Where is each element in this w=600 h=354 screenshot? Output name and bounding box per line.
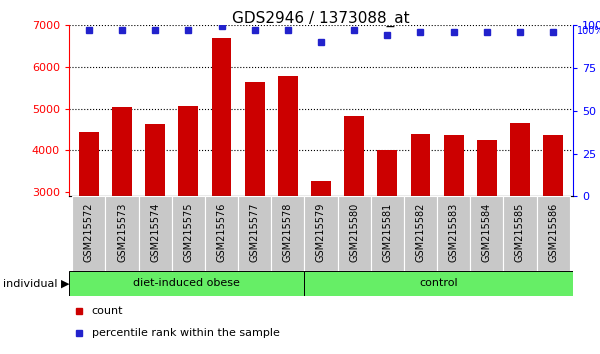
Bar xyxy=(79,132,99,318)
Text: GSM215585: GSM215585 xyxy=(515,202,525,262)
Bar xyxy=(536,196,569,271)
Bar xyxy=(205,196,238,271)
Text: 100%: 100% xyxy=(577,26,600,36)
Text: GDS2946 / 1373088_at: GDS2946 / 1373088_at xyxy=(232,11,410,27)
Bar xyxy=(73,196,106,271)
Bar xyxy=(503,196,536,271)
Bar xyxy=(338,196,371,271)
Text: GSM215583: GSM215583 xyxy=(449,202,458,262)
Text: GSM215573: GSM215573 xyxy=(117,202,127,262)
Bar xyxy=(404,196,437,271)
Bar xyxy=(106,196,139,271)
Text: GSM215572: GSM215572 xyxy=(84,202,94,262)
Text: GSM215581: GSM215581 xyxy=(382,202,392,262)
Text: GSM215575: GSM215575 xyxy=(184,202,193,262)
Bar xyxy=(311,181,331,318)
Bar xyxy=(543,135,563,318)
Bar xyxy=(477,139,497,318)
Bar xyxy=(271,196,304,271)
Text: GSM215574: GSM215574 xyxy=(150,202,160,262)
Bar xyxy=(304,196,338,271)
Bar xyxy=(443,135,464,318)
Bar xyxy=(437,196,470,271)
Text: diet-induced obese: diet-induced obese xyxy=(133,278,240,288)
Bar xyxy=(238,196,271,271)
Text: GSM215580: GSM215580 xyxy=(349,202,359,262)
Bar xyxy=(510,123,530,318)
Bar xyxy=(139,196,172,271)
Bar xyxy=(304,271,573,296)
Text: GSM215576: GSM215576 xyxy=(217,202,227,262)
Bar xyxy=(410,135,430,318)
Text: GSM215586: GSM215586 xyxy=(548,202,558,262)
Bar xyxy=(178,106,199,318)
Text: GSM215584: GSM215584 xyxy=(482,202,492,262)
Bar xyxy=(371,196,404,271)
Bar xyxy=(172,196,205,271)
Bar xyxy=(278,76,298,318)
Text: GSM215577: GSM215577 xyxy=(250,202,260,262)
Bar xyxy=(112,107,132,318)
Text: GSM215578: GSM215578 xyxy=(283,202,293,262)
Text: GSM215579: GSM215579 xyxy=(316,202,326,262)
Text: individual ▶: individual ▶ xyxy=(3,278,70,288)
Bar xyxy=(145,125,165,318)
Text: percentile rank within the sample: percentile rank within the sample xyxy=(92,328,280,338)
Bar xyxy=(69,271,304,296)
Bar xyxy=(344,116,364,318)
Bar xyxy=(245,82,265,318)
Bar xyxy=(377,150,397,318)
Bar xyxy=(470,196,503,271)
Text: GSM215582: GSM215582 xyxy=(415,202,425,262)
Text: count: count xyxy=(92,306,123,316)
Bar xyxy=(212,38,232,318)
Text: control: control xyxy=(419,278,458,288)
